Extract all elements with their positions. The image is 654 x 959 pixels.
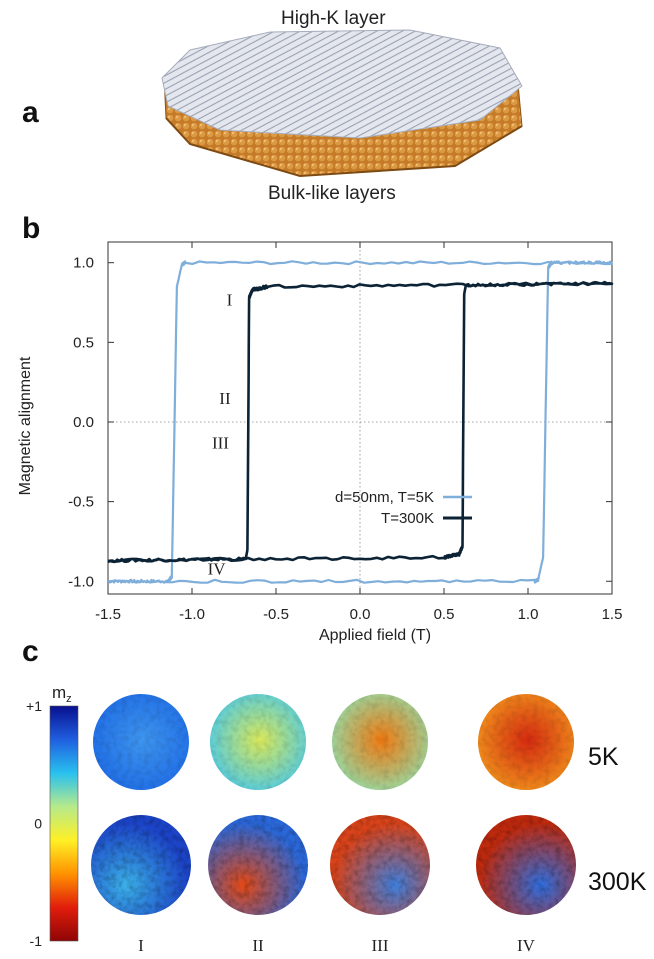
snapshot-tile (330, 815, 430, 915)
snapshot-tile (208, 815, 308, 915)
curve-annotation: II (219, 389, 231, 408)
column-label: III (372, 936, 389, 955)
high-k-top-surface (161, 29, 523, 139)
x-tick-label: 1.5 (602, 606, 623, 623)
curve-annotation: I (227, 290, 233, 309)
y-tick-label: 1.0 (73, 255, 94, 272)
x-tick-label: -1.5 (95, 606, 121, 623)
colorbar-ticks: +1 0 -1 (26, 698, 42, 949)
snapshot-texture (210, 694, 306, 790)
colorbar-tick-label: 0 (34, 816, 42, 832)
legend: d=50nm, T=5K T=300K (335, 489, 472, 527)
colorbar-label-m: m (52, 683, 66, 702)
x-tick-label: -1.0 (179, 606, 205, 623)
x-tick-label: 0.0 (350, 606, 371, 623)
colorbar-label-sub: z (66, 693, 72, 705)
row-label: 5K (588, 743, 619, 771)
snapshot-tile (93, 694, 189, 790)
snapshot-texture (476, 815, 576, 915)
bulk-layer-label: Bulk-like layers (268, 183, 396, 204)
curve-annotation: IV (208, 560, 227, 579)
snapshot-tile (478, 694, 574, 790)
curve-annotation: III (212, 434, 229, 453)
snapshot-texture (93, 694, 189, 790)
y-tick-label: 0.5 (73, 334, 94, 351)
snapshot-tile (476, 815, 576, 915)
colorbar-tick-label: +1 (26, 698, 42, 714)
hysteresis-chart: -1.5 -1.0 -0.5 0.0 0.5 1.0 1.51.00.50.0-0.5-1.… (17, 241, 622, 644)
x-axis-label: Applied field (T) (319, 627, 431, 644)
zero-lines (108, 242, 612, 594)
x-tick-label: -0.5 (263, 606, 289, 623)
colorbar-tick-label: -1 (30, 933, 43, 949)
column-labels: I II III IV (138, 936, 536, 955)
column-label: I (138, 936, 144, 955)
series-layer (107, 260, 614, 584)
row-labels: 5K 300K (588, 743, 647, 896)
panel-letter-b: b (22, 212, 41, 245)
snapshot-tile (91, 815, 191, 915)
legend-label-300k: T=300K (381, 510, 434, 527)
top-layer-label: High-K layer (281, 8, 386, 29)
column-label: IV (517, 936, 536, 955)
snapshot-texture (332, 694, 428, 790)
snapshot-texture (478, 694, 574, 790)
snapshot-tiles (91, 694, 576, 915)
y-tick-label: 0.0 (73, 414, 94, 431)
row-label: 300K (588, 868, 647, 896)
y-axis-label: Magnetic alignment (17, 356, 34, 495)
panel-letter-a: a (22, 96, 39, 129)
snapshot-texture (208, 815, 308, 915)
column-label: II (252, 936, 264, 955)
colorbar-label: mz (52, 683, 72, 705)
y-tick-label: -1.0 (68, 573, 94, 590)
colorbar (49, 705, 79, 942)
y-tick-label: -0.5 (68, 494, 94, 511)
series-line-1 (107, 280, 614, 564)
snapshot-texture (91, 815, 191, 915)
layered-disk-illustration (161, 29, 523, 178)
series-line-0 (107, 260, 614, 584)
snapshot-tile (332, 694, 428, 790)
snapshot-tile (210, 694, 306, 790)
panel-letter-c: c (22, 635, 39, 668)
x-tick-label: 1.0 (518, 606, 539, 623)
axis-ticks: -1.5 -1.0 -0.5 0.0 0.5 1.0 1.51.00.50.0-0.5-1.… (68, 242, 622, 623)
snapshot-texture (330, 815, 430, 915)
legend-label-5k: d=50nm, T=5K (335, 489, 434, 506)
x-tick-label: 0.5 (434, 606, 455, 623)
